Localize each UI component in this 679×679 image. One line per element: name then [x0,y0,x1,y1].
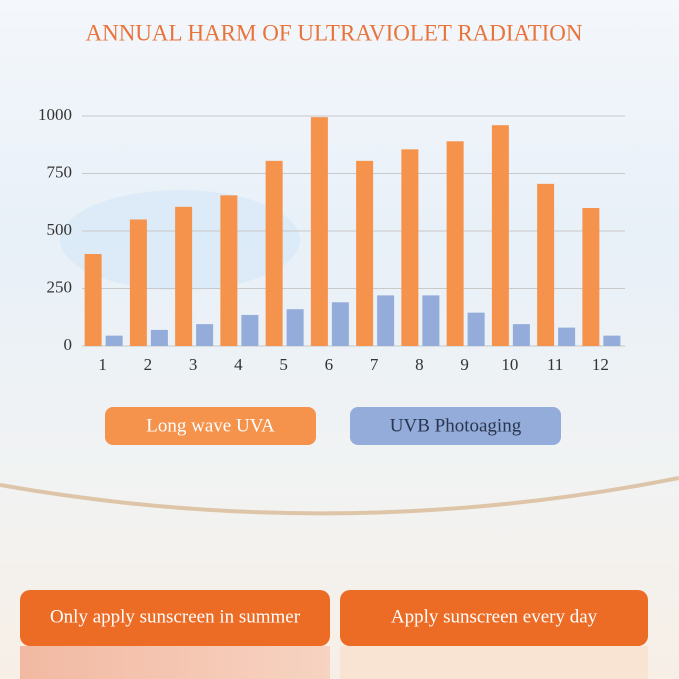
panel-header [340,590,648,646]
x-tick-label: 5 [279,355,288,374]
bar [105,335,123,346]
bar [310,117,328,347]
legend: Long wave UVA UVB Photoaging [105,407,561,445]
panel-image [340,646,648,679]
panel-text: Only apply sunscreen in summer [50,606,301,627]
bar [331,302,349,346]
panel-text: Apply sunscreen every day [391,606,598,627]
bar [196,324,214,346]
bar [129,219,147,346]
bar [603,335,621,346]
bar [220,195,238,346]
bar [537,183,555,346]
y-tick-label: 250 [47,277,73,296]
y-tick-label: 0 [64,335,73,354]
x-tick-label: 7 [370,355,379,374]
bar [286,309,304,346]
chart-title: ANNUAL HARM OF ULTRAVIOLET RADIATION [85,20,582,45]
panel-header [20,590,330,646]
x-tick-label: 11 [547,355,563,374]
bar [491,125,509,346]
bar [84,254,102,346]
bar [467,312,485,346]
y-tick-label: 750 [47,162,73,181]
bar [401,149,419,346]
bar [265,160,283,346]
x-tick-label: 1 [98,355,107,374]
y-tick-label: 1000 [38,105,72,124]
bar [582,208,600,346]
bar [512,324,530,346]
x-tick-label: 2 [144,355,153,374]
x-tick-label: 8 [415,355,424,374]
legend-swatch [105,407,316,445]
decorative-curve [0,476,679,516]
bar [422,295,440,346]
bar [558,327,576,346]
x-tick-label: 10 [501,355,518,374]
bar [356,160,374,346]
y-tick-label: 500 [47,220,73,239]
legend-swatch [350,407,561,445]
bar [150,329,168,346]
x-tick-label: 9 [460,355,469,374]
x-tick-label: 3 [189,355,198,374]
x-tick-label: 4 [234,355,243,374]
legend-label: UVB Photoaging [390,415,522,436]
legend-label: Long wave UVA [146,415,275,436]
bar [241,314,259,346]
panel-image [20,646,330,679]
bar [446,141,464,346]
x-tick-label: 12 [592,355,609,374]
bar [377,295,395,346]
x-tick-label: 6 [325,355,334,374]
bar [175,206,193,346]
